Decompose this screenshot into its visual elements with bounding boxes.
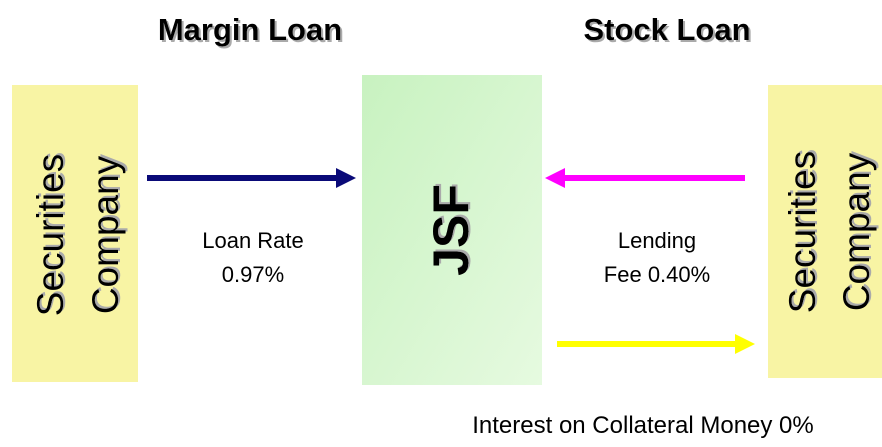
title: Margin Loan bbox=[158, 12, 342, 47]
node-label: Company bbox=[836, 152, 877, 311]
edge-label: Loan Rate bbox=[202, 228, 304, 253]
edge-label: Fee 0.40% bbox=[604, 262, 710, 287]
node-label: JSF bbox=[423, 184, 479, 276]
arrow-head bbox=[336, 168, 356, 188]
title: Stock Loan bbox=[583, 12, 750, 47]
node-box bbox=[12, 85, 138, 382]
edge-label: 0.97% bbox=[222, 262, 284, 287]
node-label: Securities bbox=[782, 151, 823, 313]
arrow-head bbox=[545, 168, 565, 188]
node-box bbox=[362, 75, 542, 385]
node-label: Company bbox=[85, 155, 126, 314]
node-label: Securities bbox=[30, 154, 71, 316]
edge-label: Lending bbox=[618, 228, 696, 253]
edge-label: Interest on Collateral Money 0% bbox=[472, 412, 814, 439]
arrow-head bbox=[735, 334, 755, 354]
node-box bbox=[768, 85, 882, 378]
